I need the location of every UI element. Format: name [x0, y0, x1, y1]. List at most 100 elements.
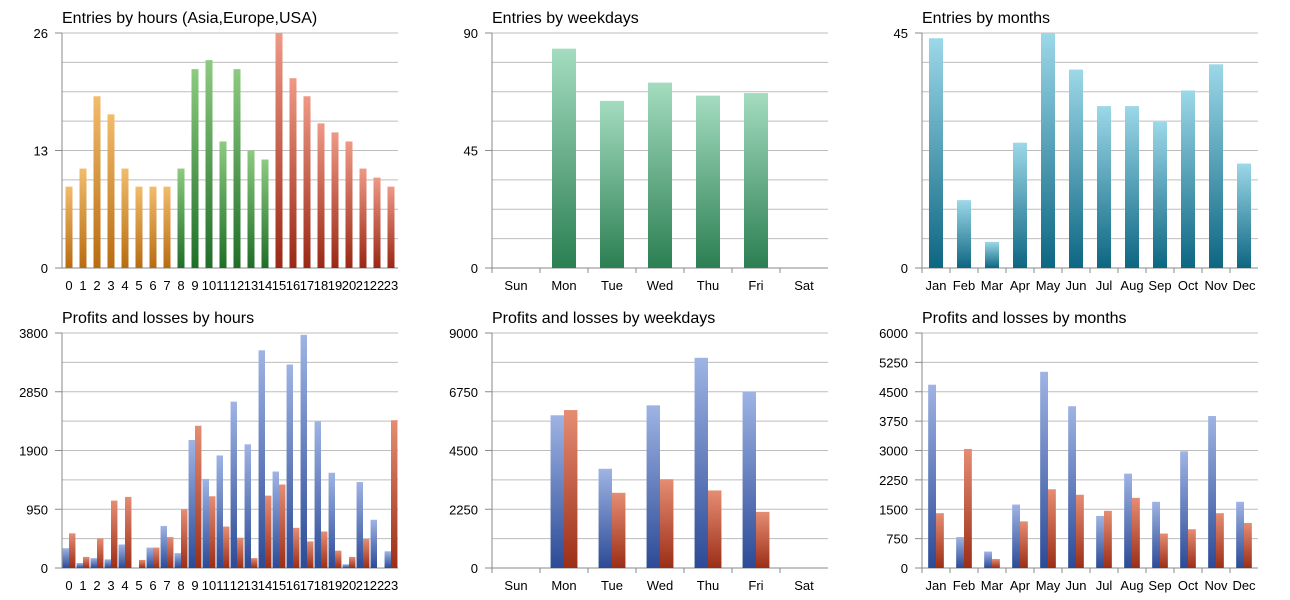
losses-bar	[209, 496, 216, 568]
profits-bar	[244, 444, 251, 568]
x-tick-label: Jul	[1096, 278, 1113, 293]
x-tick-label: 11	[216, 578, 230, 593]
x-tick-label: 17	[300, 578, 314, 593]
x-tick-label: 22	[370, 578, 384, 593]
chart-profits-losses-by-months: Profits and losses by months 0 750 1500 2250…	[860, 300, 1290, 600]
profits-bar	[956, 537, 964, 568]
losses-bar	[335, 550, 342, 568]
y-tick-label: 0	[41, 261, 48, 276]
x-tick-label: 19	[328, 578, 342, 593]
x-tick-label: 0	[65, 278, 72, 293]
losses-bar	[111, 500, 118, 568]
entries-bar	[247, 150, 255, 268]
y-tick-label: 0	[41, 561, 48, 576]
x-tick-label: 16	[286, 278, 300, 293]
x-tick-label: 11	[216, 278, 230, 293]
profits-bar	[356, 482, 363, 568]
losses-bar	[195, 425, 202, 568]
losses-bar	[97, 538, 104, 568]
losses-bar	[363, 538, 370, 568]
pl-hours-svg: Profits and losses by hours0950190028503…	[19, 310, 398, 593]
y-tick-label: 26	[34, 26, 48, 41]
x-tick-label: 4	[121, 578, 128, 593]
x-tick-label: Mar	[981, 578, 1004, 593]
entries-bar	[552, 48, 576, 268]
losses-bar	[349, 556, 356, 568]
x-tick-label: Tue	[601, 578, 623, 593]
y-tick-label: 2250	[879, 473, 908, 488]
entries-bar	[289, 78, 297, 268]
y-tick-label: 13	[34, 144, 48, 159]
profits-bar	[258, 350, 265, 568]
x-tick-label: Apr	[1010, 578, 1031, 593]
profits-bar	[342, 564, 349, 568]
y-tick-label: 3750	[879, 414, 908, 429]
entries-bar	[1237, 163, 1251, 268]
x-tick-label: Aug	[1120, 578, 1143, 593]
y-tick-label: 0	[471, 561, 478, 576]
x-tick-label: 7	[163, 578, 170, 593]
entries-bar	[79, 168, 87, 268]
x-tick-label: Wed	[647, 278, 674, 293]
losses-bar	[181, 509, 188, 568]
losses-bar	[936, 513, 944, 568]
profits-bar	[286, 364, 293, 568]
entries-bar	[1013, 142, 1027, 268]
x-tick-label: Sep	[1148, 578, 1171, 593]
x-tick-label: 21	[356, 578, 370, 593]
entries-bar	[135, 186, 143, 268]
x-tick-label: 9	[191, 278, 198, 293]
x-tick-label: Jul	[1096, 578, 1113, 593]
x-tick-label: 21	[356, 278, 370, 293]
profits-bar	[742, 391, 756, 568]
y-tick-label: 2250	[449, 502, 478, 517]
x-tick-label: Apr	[1010, 278, 1031, 293]
losses-bar	[1216, 513, 1224, 568]
profits-bar	[370, 519, 377, 568]
entries-bar	[275, 33, 283, 268]
profits-bar	[1040, 371, 1048, 568]
x-tick-label: 7	[163, 278, 170, 293]
entries-bar	[1097, 106, 1111, 268]
x-tick-label: Sat	[794, 278, 814, 293]
x-tick-label: 22	[370, 278, 384, 293]
entries-bar	[345, 141, 353, 268]
chart-title: Profits and losses by weekdays	[492, 310, 715, 327]
x-tick-label: Nov	[1204, 578, 1228, 593]
y-tick-label: 0	[901, 261, 908, 276]
gridlines	[922, 32, 1258, 240]
x-tick-label: Jun	[1066, 278, 1087, 293]
chart-title: Entries by hours (Asia,Europe,USA)	[62, 10, 317, 27]
x-tick-label: 10	[202, 578, 216, 593]
losses-bar	[307, 541, 314, 568]
entries-bar	[205, 60, 213, 268]
y-tick-label: 2850	[19, 385, 48, 400]
bars	[62, 334, 398, 568]
profits-bar	[384, 551, 391, 568]
y-tick-label: 6750	[449, 385, 478, 400]
bars	[928, 371, 1252, 568]
x-tick-label: Thu	[697, 578, 719, 593]
losses-bar	[708, 490, 722, 568]
losses-bar	[83, 556, 90, 568]
y-tick-label: 45	[894, 26, 908, 41]
entries-bar	[303, 96, 311, 269]
x-tick-label: Feb	[953, 578, 975, 593]
profits-bar	[90, 558, 97, 568]
x-tick-label: 13	[244, 278, 258, 293]
y-tick-label: 4500	[879, 385, 908, 400]
x-tick-label: 8	[177, 278, 184, 293]
gridlines	[62, 332, 398, 540]
y-tick-label: 3800	[19, 326, 48, 341]
profits-bar	[76, 563, 83, 568]
profits-bar	[174, 553, 181, 568]
profits-bar	[188, 439, 195, 568]
x-tick-label: 20	[342, 278, 356, 293]
entries-bar	[1125, 106, 1139, 268]
x-tick-label: 19	[328, 278, 342, 293]
entries-bar	[696, 95, 720, 269]
chart-entries-by-weekdays: Entries by weekdays 0 45 90 Sun Mon Tue Wed Thu F…	[430, 0, 860, 300]
losses-bar	[69, 533, 76, 568]
losses-bar	[265, 495, 272, 568]
entries-bar	[177, 168, 185, 268]
